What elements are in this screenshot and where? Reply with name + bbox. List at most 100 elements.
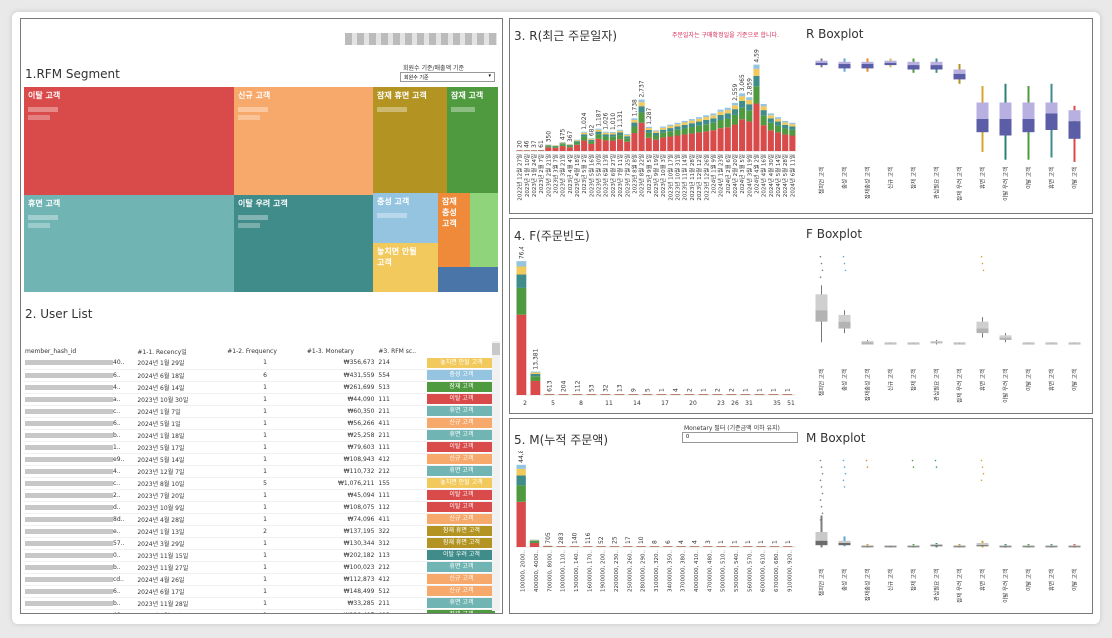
table-row[interactable]: cd.. 2024년 4월 26일 1 ₩112,873 412 신규 고객 [23,573,499,586]
histogram-bar[interactable] [558,394,569,395]
histogram-bar[interactable] [588,138,595,139]
boxplot-lower-box[interactable] [930,342,943,344]
histogram-bar[interactable] [602,136,609,141]
histogram-bar[interactable] [588,141,595,144]
tile-potential-dormant[interactable]: 잠재 휴면 고객 [373,87,447,193]
histogram-bar[interactable] [774,117,782,119]
boxplot-lower-box[interactable] [953,546,966,548]
histogram-bar[interactable] [667,124,674,126]
histogram-bar[interactable] [724,118,731,128]
histogram-bar[interactable] [569,546,580,547]
boxplot-upper-box[interactable] [930,341,943,343]
boxplot-lower-box[interactable] [884,62,897,66]
boxplot-lower-box[interactable] [861,546,874,548]
table-row[interactable]: 6.. 2024년 5월 1일 1 ₩56,266 411 신규 고객 [23,417,499,430]
histogram-bar[interactable] [767,115,774,119]
histogram-bar[interactable] [712,394,723,395]
boxplot-lower-box[interactable] [1068,546,1081,548]
histogram-bar[interactable] [545,147,552,151]
histogram-bar[interactable] [731,109,738,115]
histogram-bar[interactable] [636,546,646,547]
boxplot-lower-box[interactable] [953,343,966,345]
histogram-bar[interactable] [782,394,793,395]
boxplot-upper-box[interactable] [999,545,1012,547]
histogram-bar[interactable] [710,118,717,123]
boxplot-upper-box[interactable] [838,540,851,543]
histogram-bar[interactable] [703,131,710,151]
boxplot-lower-box[interactable] [1045,113,1058,131]
histogram-bar[interactable] [695,121,703,126]
boxplot-upper-box[interactable] [976,543,989,546]
histogram-bar[interactable] [688,123,695,128]
table-row[interactable]: 57.. 2024년 3월 29일 1 ₩130,344 312 잠재 휴면 고객 [23,537,499,550]
histogram-bar[interactable] [717,115,724,120]
histogram-bar[interactable] [652,135,660,140]
histogram-bar[interactable] [660,126,667,128]
col-rfm-score[interactable]: #3. RFM sc.. [378,347,417,355]
boxplot-upper-box[interactable] [930,544,943,546]
histogram-bar[interactable] [695,118,703,122]
histogram-bar[interactable] [652,133,660,136]
histogram-bar[interactable] [767,130,774,151]
boxplot-lower-box[interactable] [884,546,897,548]
histogram-bar[interactable] [596,546,606,547]
histogram-bar[interactable] [516,287,527,315]
histogram-bar[interactable] [660,132,667,138]
histogram-bar[interactable] [602,131,609,133]
boxplot-lower-box[interactable] [1022,546,1035,548]
histogram-bar[interactable] [642,394,653,395]
boxplot-upper-box[interactable] [1045,545,1058,547]
boxplot-upper-box[interactable] [815,60,828,63]
histogram-bar[interactable] [667,136,674,151]
scrollbar-thumb[interactable] [492,343,500,355]
table-scrollbar[interactable] [492,341,500,611]
histogram-bar[interactable] [529,541,540,543]
histogram-bar[interactable] [544,394,555,395]
histogram-bar[interactable] [645,128,652,130]
histogram-bar[interactable] [645,129,652,133]
histogram-bar[interactable] [609,132,616,135]
histogram-bar[interactable] [588,143,595,151]
histogram-bar[interactable] [609,132,616,133]
histogram-bar[interactable] [609,140,616,151]
histogram-bar[interactable] [645,137,652,151]
col-hash[interactable]: member_hash_id [25,347,77,355]
histogram-bar[interactable] [530,371,541,373]
table-row[interactable]: 40.. 2024년 1월 29일 1 ₩356,673 214 놓치면 안될 고객 [23,357,499,370]
boxplot-lower-box[interactable] [907,546,920,548]
boxplot-upper-box[interactable] [1022,102,1035,120]
histogram-bar[interactable] [731,124,738,151]
histogram-bar[interactable] [516,261,527,267]
histogram-bar[interactable] [746,99,753,105]
tile-dormant[interactable]: 휴면 고객 [24,195,234,292]
histogram-bar[interactable] [581,134,588,137]
table-row[interactable]: b.. 2023년 11월 27일 1 ₩100,023 212 휴면 고객 [23,561,499,574]
histogram-bar[interactable] [573,144,581,151]
histogram-bar[interactable] [614,394,625,395]
histogram-bar[interactable] [516,485,526,502]
histogram-bar[interactable] [552,146,559,148]
histogram-bar[interactable] [739,96,746,101]
histogram-bar[interactable] [523,150,530,151]
histogram-bar[interactable] [516,501,526,547]
histogram-bar[interactable] [782,134,789,151]
histogram-bar[interactable] [726,394,737,395]
histogram-bar[interactable] [689,546,700,547]
tile-loyal[interactable]: 충성 고객 [373,193,438,243]
boxplot-lower-box[interactable] [1068,121,1081,139]
histogram-bar[interactable] [645,132,652,138]
table-row[interactable]: 0.. 2023년 11월 15일 1 ₩202,182 113 이탈 우려 고객 [23,549,499,562]
boxplot-upper-box[interactable] [1068,110,1081,122]
histogram-bar[interactable] [516,274,527,288]
histogram-bar[interactable] [559,144,566,147]
boxplot-lower-box[interactable] [884,343,897,345]
histogram-bar[interactable] [600,394,611,395]
table-row[interactable]: 6.. 2024년 6월 17일 1 ₩148,499 512 신규 고객 [23,585,499,598]
histogram-bar[interactable] [782,124,789,129]
histogram-bar[interactable] [724,109,731,114]
boxplot-lower-box[interactable] [815,540,828,546]
histogram-bar[interactable] [660,137,667,151]
tile-cant-lose[interactable]: 놓치면 안될 고객 [373,243,438,292]
histogram-bar[interactable] [543,546,553,547]
tile-potential-loyal[interactable]: 잠재 충성 고객 [438,193,470,267]
